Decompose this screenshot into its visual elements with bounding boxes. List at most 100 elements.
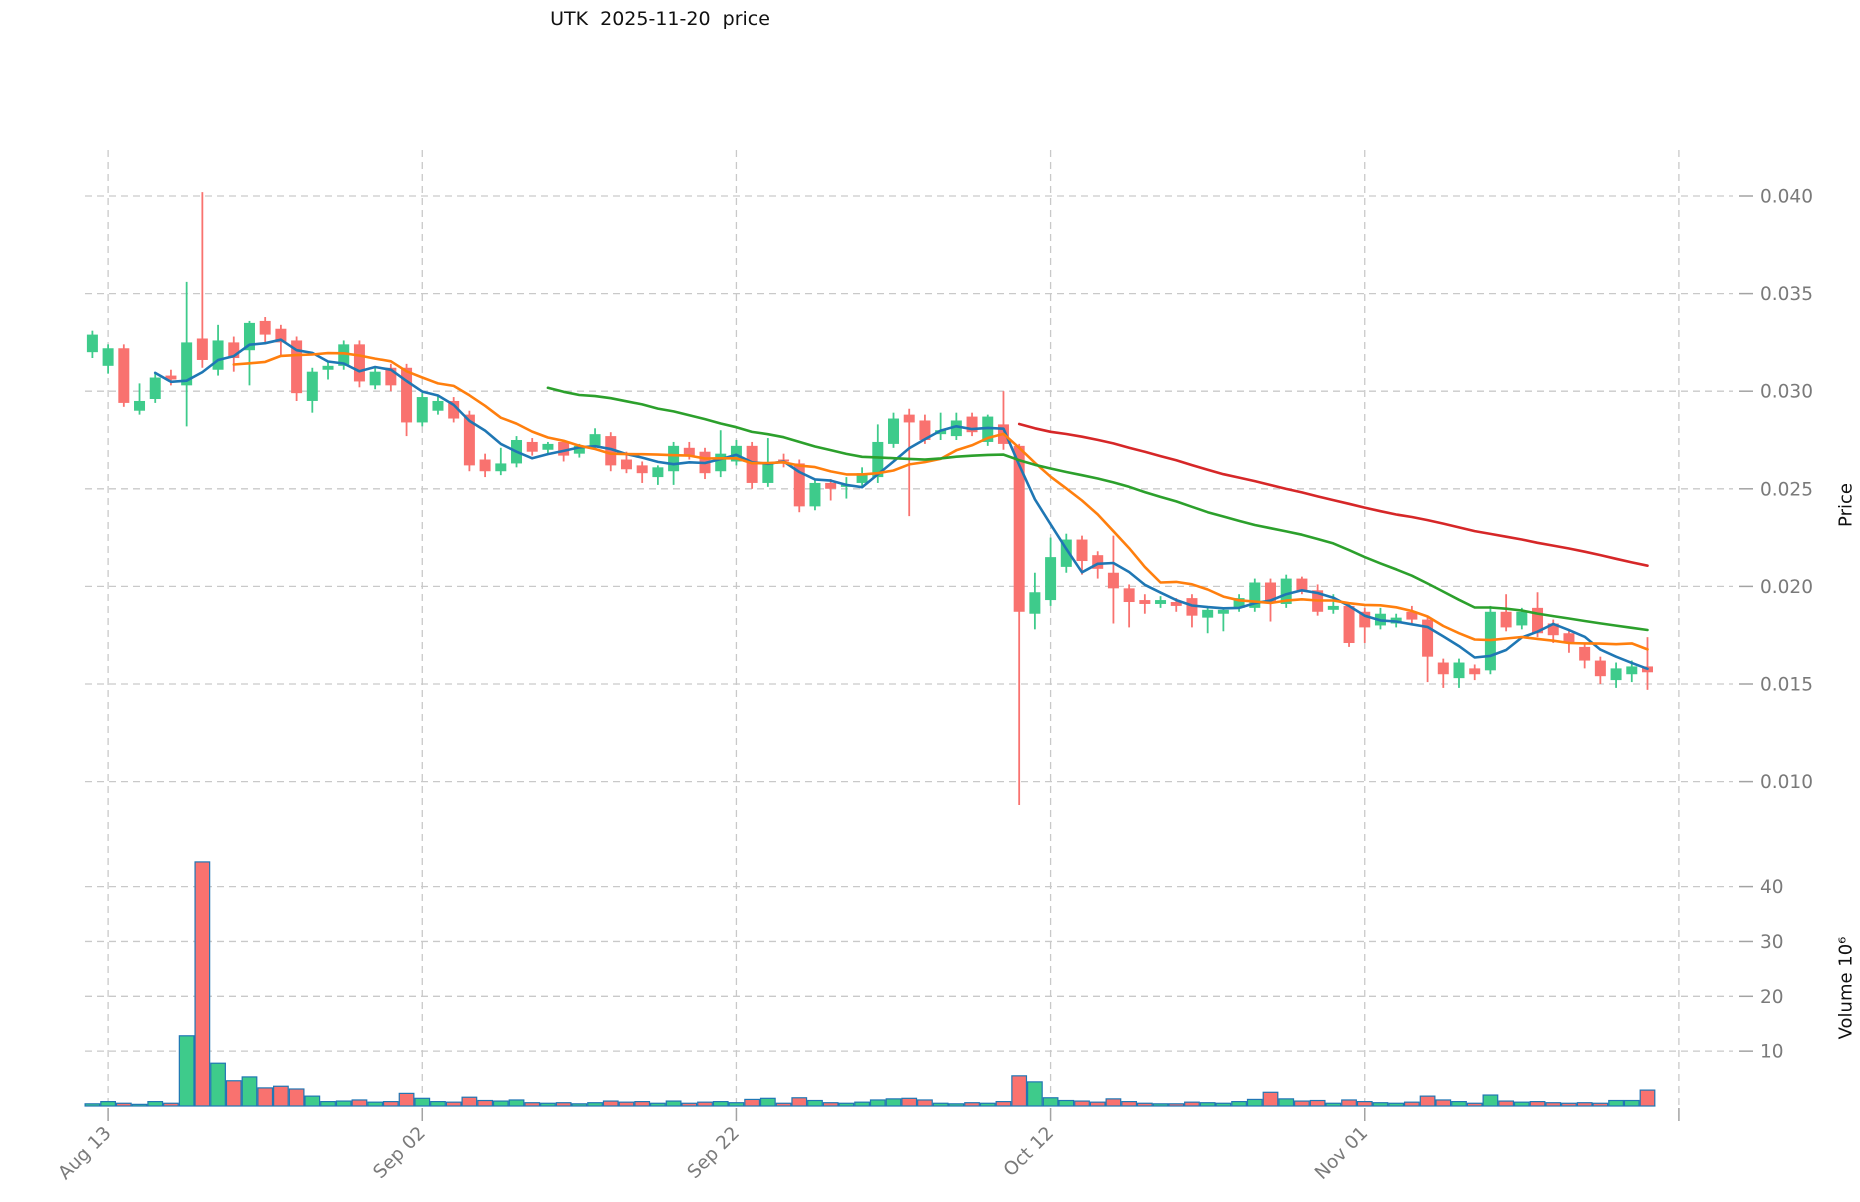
candle-body (1516, 611, 1528, 626)
volume-bar (1231, 1101, 1247, 1107)
volume-bar (210, 1062, 226, 1107)
volume-bar (618, 1101, 635, 1107)
candle-body (1217, 609, 1229, 614)
volume-bar (241, 1076, 258, 1107)
volume-bar (1419, 1095, 1436, 1107)
MA60-line (1017, 422, 1649, 568)
volume-bar (1356, 1101, 1373, 1107)
volume-bar (791, 1097, 808, 1107)
volume-axis-label: Volume 10⁶ (1835, 936, 1857, 1040)
candle-body (935, 430, 947, 435)
candle-body (134, 400, 146, 411)
chart-title: UTK 2025-11-20 price (550, 8, 770, 30)
volume-bar (194, 861, 211, 1107)
candle-body (322, 365, 334, 370)
candle-body (1170, 602, 1182, 606)
volume-bar (320, 1101, 336, 1107)
candle-body (1610, 668, 1622, 681)
volume-bar (1309, 1099, 1326, 1107)
tick-marks (107, 195, 1753, 1121)
price-axis-label: Price (1835, 483, 1857, 527)
volume-bar (225, 1080, 242, 1107)
candle-body (872, 441, 884, 478)
date-tick-label: Sep 22 (684, 1123, 744, 1183)
volume-bar (1246, 1098, 1263, 1107)
candle-body (416, 397, 428, 423)
price-tick-label: 0.020 (1760, 577, 1813, 598)
price-tick-label: 0.025 (1760, 479, 1813, 500)
date-tick-label: Oct 12 (1000, 1123, 1058, 1181)
candle-body (1233, 598, 1245, 608)
volume-bar (1042, 1097, 1059, 1107)
candle-body (715, 453, 727, 472)
volume-bar (995, 1101, 1012, 1107)
candle-body (966, 416, 978, 433)
volume-bar (869, 1099, 886, 1107)
candle-body (762, 463, 774, 483)
candle-body (1563, 633, 1575, 644)
candle-body (636, 465, 648, 474)
candle-body (919, 420, 931, 440)
candle-body (1249, 582, 1261, 608)
MA30-line (546, 386, 1649, 632)
volume-bar (147, 1101, 164, 1107)
candle-body (825, 482, 837, 489)
candle-body (401, 367, 413, 423)
volume-bar (1639, 1089, 1656, 1107)
candle-body (1076, 539, 1088, 562)
candle-body (1139, 600, 1151, 604)
candle-body (1029, 592, 1041, 614)
date-tick-label: Aug 13 (54, 1123, 115, 1184)
volume-bar (100, 1101, 117, 1107)
candle-body (118, 348, 130, 403)
volume-bar (1089, 1101, 1106, 1107)
candle-body (1469, 668, 1481, 675)
candle-body (542, 443, 554, 450)
candle-body (243, 322, 255, 351)
volume-bar (492, 1100, 509, 1107)
candle-body (306, 371, 318, 401)
candle-body (1359, 611, 1371, 628)
date-tick-label: Nov 01 (1311, 1123, 1372, 1184)
volume-bar (1011, 1075, 1028, 1107)
volume-bar (1105, 1098, 1122, 1107)
volume-bar (367, 1101, 384, 1107)
volume-bar (901, 1097, 918, 1107)
candle-body (291, 340, 303, 394)
volume-bar (1278, 1098, 1295, 1107)
candle-body (1265, 582, 1276, 603)
candle-body (102, 348, 114, 366)
candles (86, 192, 1653, 806)
candle-body (856, 473, 868, 483)
volume-bar (382, 1101, 399, 1107)
volume-bar (1403, 1101, 1420, 1107)
volume-bar (1121, 1101, 1138, 1107)
candle-body (1453, 662, 1465, 679)
candle-body (683, 447, 695, 456)
candle-body (1406, 611, 1418, 620)
volume-bar (445, 1101, 462, 1107)
candle-body (652, 467, 664, 478)
volume-bar (1058, 1099, 1075, 1107)
candle-body (495, 463, 507, 472)
candle-body (1579, 646, 1591, 661)
price-tick-label: 0.030 (1760, 382, 1813, 403)
volume-bar (1184, 1101, 1200, 1107)
candle-body (888, 418, 900, 444)
volume-bar (885, 1098, 902, 1107)
candle-body (1343, 605, 1355, 644)
tick-labels: 0.040 0.035 0.030 0.025 0.020 0.015 0.010 40 30 2… (54, 187, 1813, 1184)
candle-body (1045, 557, 1057, 601)
volume-bar (1623, 1099, 1640, 1107)
candle-body (1547, 623, 1559, 636)
candle-body (558, 441, 570, 456)
volume-bar (1451, 1101, 1467, 1107)
candle-body (1626, 666, 1638, 675)
candle-body (950, 420, 962, 437)
candle-body (982, 416, 994, 442)
volume-bar (430, 1101, 446, 1107)
MA5-line (153, 338, 1649, 671)
volume-bar (288, 1088, 305, 1107)
volume-bar (1435, 1099, 1452, 1107)
